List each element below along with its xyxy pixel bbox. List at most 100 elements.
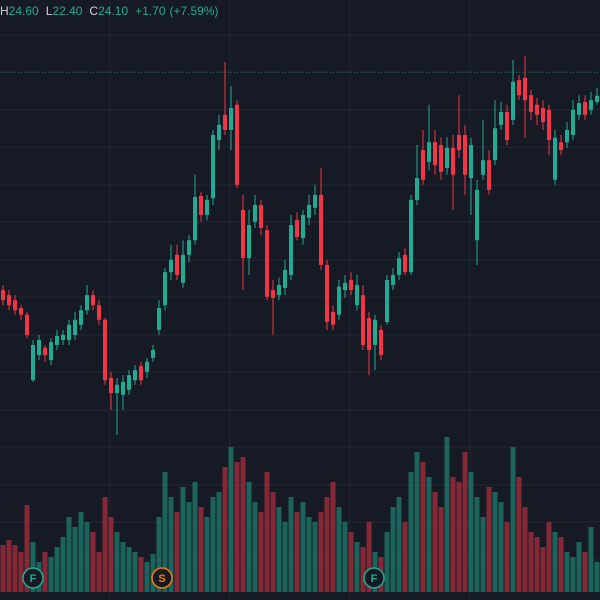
volume-bar (54, 547, 60, 592)
volume-bar (432, 492, 438, 592)
volume-bar (90, 532, 96, 592)
candle-body (433, 142, 437, 166)
candle-body (79, 310, 83, 325)
candle-body (373, 319, 377, 345)
candle-body (181, 254, 185, 283)
volume-bar (420, 462, 426, 592)
candle-body (127, 375, 131, 390)
volume-bar (510, 447, 516, 592)
volume-bar (198, 507, 204, 592)
volume-bar (84, 522, 90, 592)
candle-body (379, 329, 383, 356)
event-label: F (30, 573, 37, 585)
volume-bar (0, 545, 6, 592)
candle-body (535, 104, 539, 115)
volume-bar (114, 532, 120, 592)
volume-bar (156, 517, 162, 592)
candle-body (211, 134, 215, 199)
candle-body (97, 305, 101, 320)
volume-bar (222, 467, 228, 592)
candle-body (403, 254, 407, 273)
candle-body (31, 344, 35, 381)
low-value: 22.40 (52, 4, 82, 18)
candle-body (481, 160, 485, 175)
volume-bar (552, 532, 558, 592)
volume-bar (78, 512, 84, 592)
volume-bar (534, 537, 540, 592)
event-marker (363, 567, 385, 589)
volume-bar (18, 552, 24, 592)
candle-body (55, 336, 59, 345)
candle-body (523, 77, 527, 101)
volume-bar (558, 537, 564, 592)
header: H24.60 L22.40 C24.10 +1.70 (+7.59%) (0, 4, 219, 18)
volume-bar (300, 502, 306, 592)
candle-body (487, 160, 491, 190)
candle-body (301, 215, 305, 238)
volume-bar (468, 472, 474, 592)
candle-body (205, 199, 209, 216)
volume-bar (474, 497, 480, 592)
volume-bar (72, 527, 78, 592)
volume-bar (204, 517, 210, 592)
volume-bar (480, 517, 486, 592)
volume-bar (492, 492, 498, 592)
volume-bar (564, 552, 570, 592)
candle-body (565, 129, 569, 143)
candle-body (25, 314, 29, 335)
candle-body (85, 295, 89, 311)
volume-bar (354, 542, 360, 592)
candle-body (367, 318, 371, 350)
candle-body (559, 142, 563, 151)
volume-bar (48, 557, 54, 592)
volume-bar (402, 522, 408, 592)
candle-body (415, 178, 419, 200)
volume-bar (258, 512, 264, 592)
candle-body (289, 225, 293, 275)
volume-bar (6, 540, 12, 592)
candle-body (43, 347, 47, 356)
volume-bar (174, 512, 180, 592)
volume-bar (390, 507, 396, 592)
candle-body (445, 147, 449, 168)
volume-bar (342, 522, 348, 592)
candle-body (217, 124, 221, 140)
candle-body (313, 194, 317, 208)
candle-body (19, 308, 23, 315)
volume-bar (252, 502, 258, 592)
candle-body (361, 295, 365, 345)
candle-body (283, 269, 287, 288)
volume-bar (126, 547, 132, 592)
volume-bar (132, 552, 138, 592)
candle-body (163, 272, 167, 306)
volume-bar (384, 532, 390, 592)
candle-body (133, 370, 137, 381)
volume-bar (294, 512, 300, 592)
volume-bar (336, 507, 342, 592)
candle-body (235, 104, 239, 185)
volume-bar (120, 542, 126, 592)
volume-bar (186, 502, 192, 592)
volume-bar (102, 497, 108, 592)
candle-body (199, 196, 203, 216)
candle-body (91, 295, 95, 306)
volume-bar (210, 497, 216, 592)
candle-body (457, 134, 461, 151)
candle-body (145, 361, 149, 372)
volume-bar (594, 562, 600, 592)
volume-bar (12, 545, 18, 592)
candle-body (187, 240, 191, 255)
candle-body (475, 189, 479, 241)
volume-bar (270, 492, 276, 592)
candle-body (157, 308, 161, 330)
volume-bar (528, 532, 534, 592)
volume-bar (228, 447, 234, 592)
candle-body (463, 134, 467, 175)
candle-body (241, 210, 245, 259)
volume-bar (144, 562, 150, 592)
volume-bar (456, 482, 462, 592)
candle-body (511, 81, 515, 120)
candle-body (223, 114, 227, 130)
volume-bar (282, 522, 288, 592)
candle-body (571, 109, 575, 135)
